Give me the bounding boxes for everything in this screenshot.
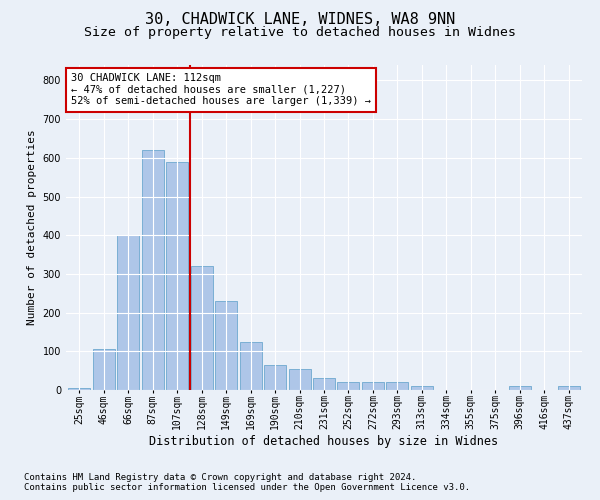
Bar [289, 368, 311, 390]
Bar [215, 301, 237, 390]
Bar [118, 235, 139, 390]
Text: 30 CHADWICK LANE: 112sqm
← 47% of detached houses are smaller (1,227)
52% of sem: 30 CHADWICK LANE: 112sqm ← 47% of detach… [71, 73, 371, 106]
Bar [142, 150, 164, 390]
Text: 30, CHADWICK LANE, WIDNES, WA8 9NN: 30, CHADWICK LANE, WIDNES, WA8 9NN [145, 12, 455, 28]
Text: Contains HM Land Registry data © Crown copyright and database right 2024.: Contains HM Land Registry data © Crown c… [24, 472, 416, 482]
Bar [362, 382, 384, 390]
Bar [386, 382, 409, 390]
Bar [313, 378, 335, 390]
Bar [509, 386, 530, 390]
Bar [93, 350, 115, 390]
Bar [264, 365, 286, 390]
Bar [337, 382, 359, 390]
Y-axis label: Number of detached properties: Number of detached properties [27, 130, 37, 326]
Bar [68, 388, 91, 390]
Text: Size of property relative to detached houses in Widnes: Size of property relative to detached ho… [84, 26, 516, 39]
X-axis label: Distribution of detached houses by size in Widnes: Distribution of detached houses by size … [149, 435, 499, 448]
Bar [191, 266, 213, 390]
Bar [239, 342, 262, 390]
Bar [166, 162, 188, 390]
Bar [411, 386, 433, 390]
Text: Contains public sector information licensed under the Open Government Licence v3: Contains public sector information licen… [24, 482, 470, 492]
Bar [557, 386, 580, 390]
